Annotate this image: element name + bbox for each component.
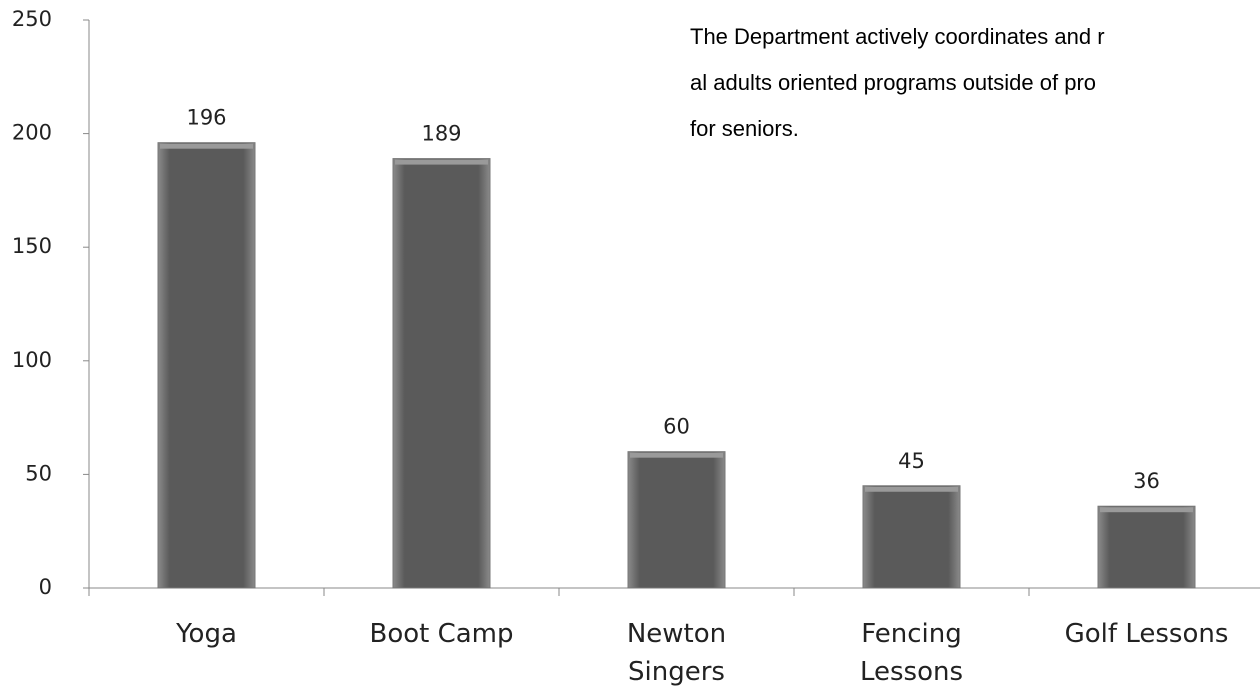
value-label: 45 [898, 449, 925, 473]
value-label: 60 [663, 415, 690, 439]
bar [627, 451, 726, 589]
annotation: al adults oriented programs outside of p… [690, 70, 1096, 95]
x-tick-label: Yoga [175, 619, 237, 649]
y-tick-label: 250 [12, 7, 52, 31]
bar [157, 142, 256, 589]
annotation: The Department actively coordinates and … [690, 24, 1105, 49]
x-tick-label: Boot Camp [369, 619, 513, 649]
bar [862, 485, 961, 589]
y-tick-label: 100 [12, 348, 52, 372]
bar-cap [160, 143, 253, 149]
bar [1097, 505, 1196, 589]
bar-cap [395, 159, 488, 165]
bar-cap [630, 452, 723, 458]
bar-cap [1100, 507, 1193, 513]
x-tick-label: Golf Lessons [1065, 619, 1229, 649]
value-label: 189 [421, 122, 461, 146]
y-tick-label: 0 [39, 575, 52, 599]
y-tick-label: 50 [25, 461, 52, 485]
bar [392, 158, 491, 589]
x-tick-label: Newton Singers [627, 619, 726, 687]
y-tick-label: 150 [12, 234, 52, 258]
bar-cap [865, 486, 958, 492]
value-label: 196 [186, 106, 226, 130]
annotation: for seniors. [690, 116, 799, 141]
x-tick-label: Fencing Lessons [860, 619, 963, 687]
y-tick-label: 200 [12, 121, 52, 145]
value-label: 36 [1133, 469, 1160, 493]
